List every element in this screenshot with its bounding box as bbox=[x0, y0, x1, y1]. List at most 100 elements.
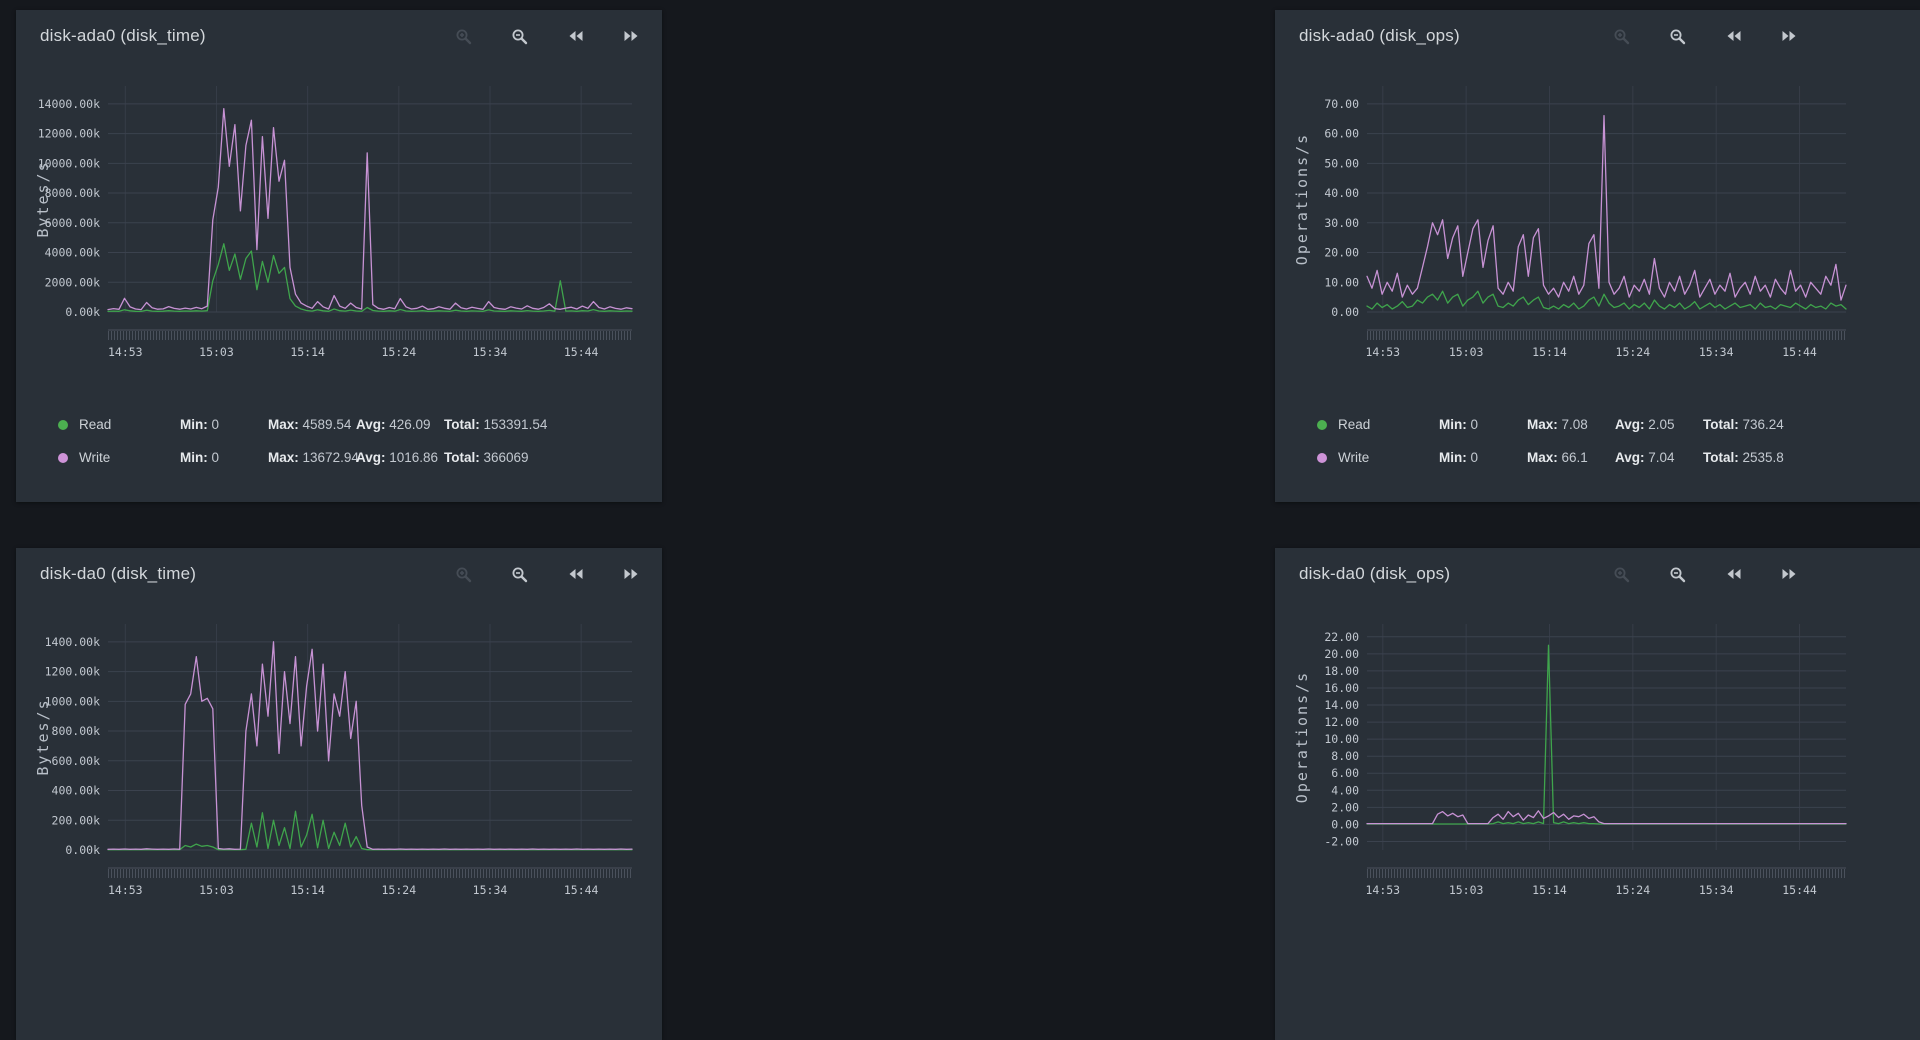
zoom-out-icon[interactable] bbox=[1668, 565, 1686, 583]
y-tick-label: 12.00 bbox=[1324, 715, 1359, 729]
zoom-in-icon[interactable] bbox=[1612, 27, 1630, 45]
x-tick-label: 15:14 bbox=[1532, 345, 1567, 359]
stat-total: Total: 366069 bbox=[444, 450, 662, 465]
x-tick-label: 15:34 bbox=[473, 345, 508, 359]
scroll-back-icon[interactable] bbox=[566, 565, 584, 583]
x-tick-label: 15:34 bbox=[473, 883, 508, 897]
scroll-forward-icon[interactable] bbox=[622, 27, 640, 45]
stat-key: Avg: bbox=[356, 417, 386, 432]
stat-value: 153391.54 bbox=[483, 417, 548, 432]
stat-avg: Avg: 2.05 bbox=[1615, 417, 1703, 432]
y-axis-label: Bytes/s bbox=[34, 698, 52, 775]
zoom-in-icon[interactable] bbox=[454, 565, 472, 583]
y-tick-label: 6000.00k bbox=[45, 216, 100, 230]
stat-key: Min: bbox=[1439, 450, 1467, 465]
chart-panel: disk-da0 (disk_time) 1400.00k 1200.00k 1000… bbox=[16, 548, 662, 1040]
x-tick-label: 15:03 bbox=[199, 883, 234, 897]
x-tick-label: 15:14 bbox=[290, 883, 325, 897]
x-tick-label: 15:03 bbox=[199, 345, 234, 359]
y-tick-label: 600.00k bbox=[52, 754, 101, 768]
y-tick-label: 1000.00k bbox=[45, 694, 100, 708]
stat-key: Min: bbox=[180, 417, 208, 432]
scroll-back-icon[interactable] bbox=[566, 27, 584, 45]
stat-value: 0 bbox=[211, 450, 220, 465]
zoom-out-icon[interactable] bbox=[510, 27, 528, 45]
y-tick-label: 0.00k bbox=[65, 305, 100, 319]
x-tick-label: 15:14 bbox=[290, 345, 325, 359]
stat-key: Max: bbox=[268, 417, 299, 432]
legend-series: Write bbox=[1317, 450, 1439, 465]
stat-value: 4589.54 bbox=[302, 417, 352, 432]
y-tick-label: 40.00 bbox=[1324, 186, 1359, 200]
stat-value: 1016.86 bbox=[389, 450, 439, 465]
scroll-forward-icon[interactable] bbox=[622, 565, 640, 583]
stat-value: 366069 bbox=[483, 450, 529, 465]
x-tick-label: 15:24 bbox=[1616, 883, 1651, 897]
series-label: Read bbox=[79, 417, 112, 432]
y-tick-label: 1200.00k bbox=[45, 665, 100, 679]
panel-title: disk-ada0 (disk_ops) bbox=[1299, 26, 1460, 45]
stat-avg: Avg: 426.09 bbox=[356, 417, 444, 432]
stat-value: 0 bbox=[1470, 417, 1479, 432]
series-line-write bbox=[107, 108, 633, 311]
y-tick-label: 200.00k bbox=[52, 813, 101, 827]
legend-series: Read bbox=[58, 417, 180, 432]
stat-key: Total: bbox=[444, 450, 480, 465]
scroll-back-icon[interactable] bbox=[1724, 27, 1742, 45]
y-tick-label: -2.00 bbox=[1324, 834, 1359, 848]
stat-key: Avg: bbox=[1615, 417, 1645, 432]
series-line-write bbox=[1366, 115, 1847, 301]
panel-title: disk-da0 (disk_time) bbox=[40, 564, 197, 583]
series-color-dot bbox=[1317, 452, 1327, 463]
y-tick-label: 50.00 bbox=[1324, 156, 1359, 170]
stat-value: 0 bbox=[211, 417, 220, 432]
stat-max: Max: 4589.54 bbox=[268, 417, 356, 432]
y-tick-label: 70.00 bbox=[1324, 97, 1359, 111]
stat-avg: Avg: 1016.86 bbox=[356, 450, 444, 465]
y-tick-label: 16.00 bbox=[1324, 681, 1359, 695]
stat-value: 7.08 bbox=[1561, 417, 1588, 432]
panel-toolbar bbox=[454, 27, 640, 45]
legend-series: Read bbox=[1317, 417, 1439, 432]
y-tick-label: 12000.00k bbox=[38, 127, 100, 141]
y-tick-label: 4.00 bbox=[1331, 783, 1359, 797]
y-tick-label: 4000.00k bbox=[45, 246, 100, 260]
x-tick-label: 15:34 bbox=[1699, 345, 1734, 359]
stat-value: 7.04 bbox=[1648, 450, 1675, 465]
zoom-out-icon[interactable] bbox=[1668, 27, 1686, 45]
stat-key: Avg: bbox=[356, 450, 386, 465]
stat-min: Min: 0 bbox=[1439, 450, 1527, 465]
scroll-forward-icon[interactable] bbox=[1780, 565, 1798, 583]
stat-value: 426.09 bbox=[389, 417, 431, 432]
panel-header: disk-da0 (disk_time) bbox=[16, 548, 662, 600]
y-tick-label: 22.00 bbox=[1324, 630, 1359, 644]
x-tick-label: 14:53 bbox=[108, 345, 143, 359]
y-tick-label: 800.00k bbox=[52, 724, 101, 738]
x-tick-label: 15:14 bbox=[1532, 883, 1567, 897]
scroll-back-icon[interactable] bbox=[1724, 565, 1742, 583]
zoom-out-icon[interactable] bbox=[510, 565, 528, 583]
panel-toolbar bbox=[1612, 27, 1798, 45]
panel-header: disk-ada0 (disk_time) bbox=[16, 10, 662, 62]
stat-key: Total: bbox=[1703, 450, 1739, 465]
stat-max: Max: 7.08 bbox=[1527, 417, 1615, 432]
y-tick-label: 10.00 bbox=[1324, 275, 1359, 289]
y-tick-label: 8000.00k bbox=[45, 186, 100, 200]
chart-panel: disk-da0 (disk_ops) 22.00 20.00 18.00 16.00 1… bbox=[1275, 548, 1920, 1040]
stat-key: Min: bbox=[1439, 417, 1467, 432]
zoom-in-icon[interactable] bbox=[1612, 565, 1630, 583]
y-tick-label: 20.00 bbox=[1324, 647, 1359, 661]
y-tick-label: 20.00 bbox=[1324, 246, 1359, 260]
series-line-read bbox=[107, 810, 633, 851]
stat-avg: Avg: 7.04 bbox=[1615, 450, 1703, 465]
scroll-forward-icon[interactable] bbox=[1780, 27, 1798, 45]
series-line-read bbox=[1366, 290, 1847, 310]
stat-key: Total: bbox=[444, 417, 480, 432]
zoom-in-icon[interactable] bbox=[454, 27, 472, 45]
stat-key: Max: bbox=[1527, 417, 1558, 432]
x-tick-label: 15:44 bbox=[564, 883, 599, 897]
y-axis-label: Operations/s bbox=[1293, 671, 1311, 803]
chart-canvas: 14000.00k 12000.00k 10000.00k 8000.00k 6000.… bbox=[34, 86, 633, 359]
stat-key: Min: bbox=[180, 450, 208, 465]
series-line-write bbox=[1366, 810, 1847, 825]
